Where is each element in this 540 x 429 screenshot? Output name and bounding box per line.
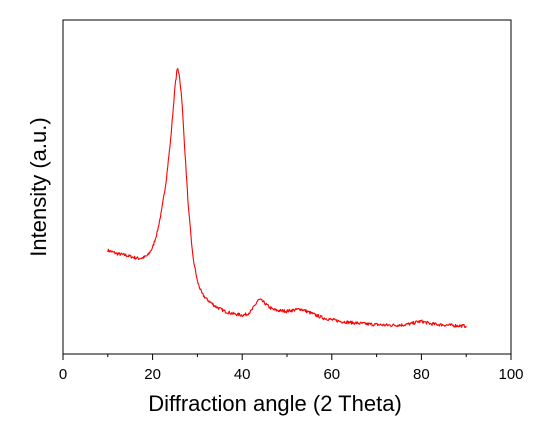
x-tick-label-40: 40 — [234, 366, 251, 383]
x-axis-tick-labels: 0 20 40 60 80 100 — [59, 366, 524, 383]
x-axis-ticks — [62, 354, 512, 360]
x-tick-label-0: 0 — [59, 366, 67, 383]
x-tick-label-20: 20 — [144, 366, 161, 383]
y-axis-label: Intensity (a.u.) — [26, 117, 51, 256]
plot-frame — [62, 19, 512, 355]
x-axis-label: Diffraction angle (2 Theta) — [148, 391, 402, 416]
x-tick-label-100: 100 — [498, 366, 523, 383]
series-layer — [107, 68, 467, 328]
x-tick-label-60: 60 — [323, 366, 340, 383]
x-tick-label-80: 80 — [413, 366, 430, 383]
series-line-0 — [107, 68, 467, 328]
